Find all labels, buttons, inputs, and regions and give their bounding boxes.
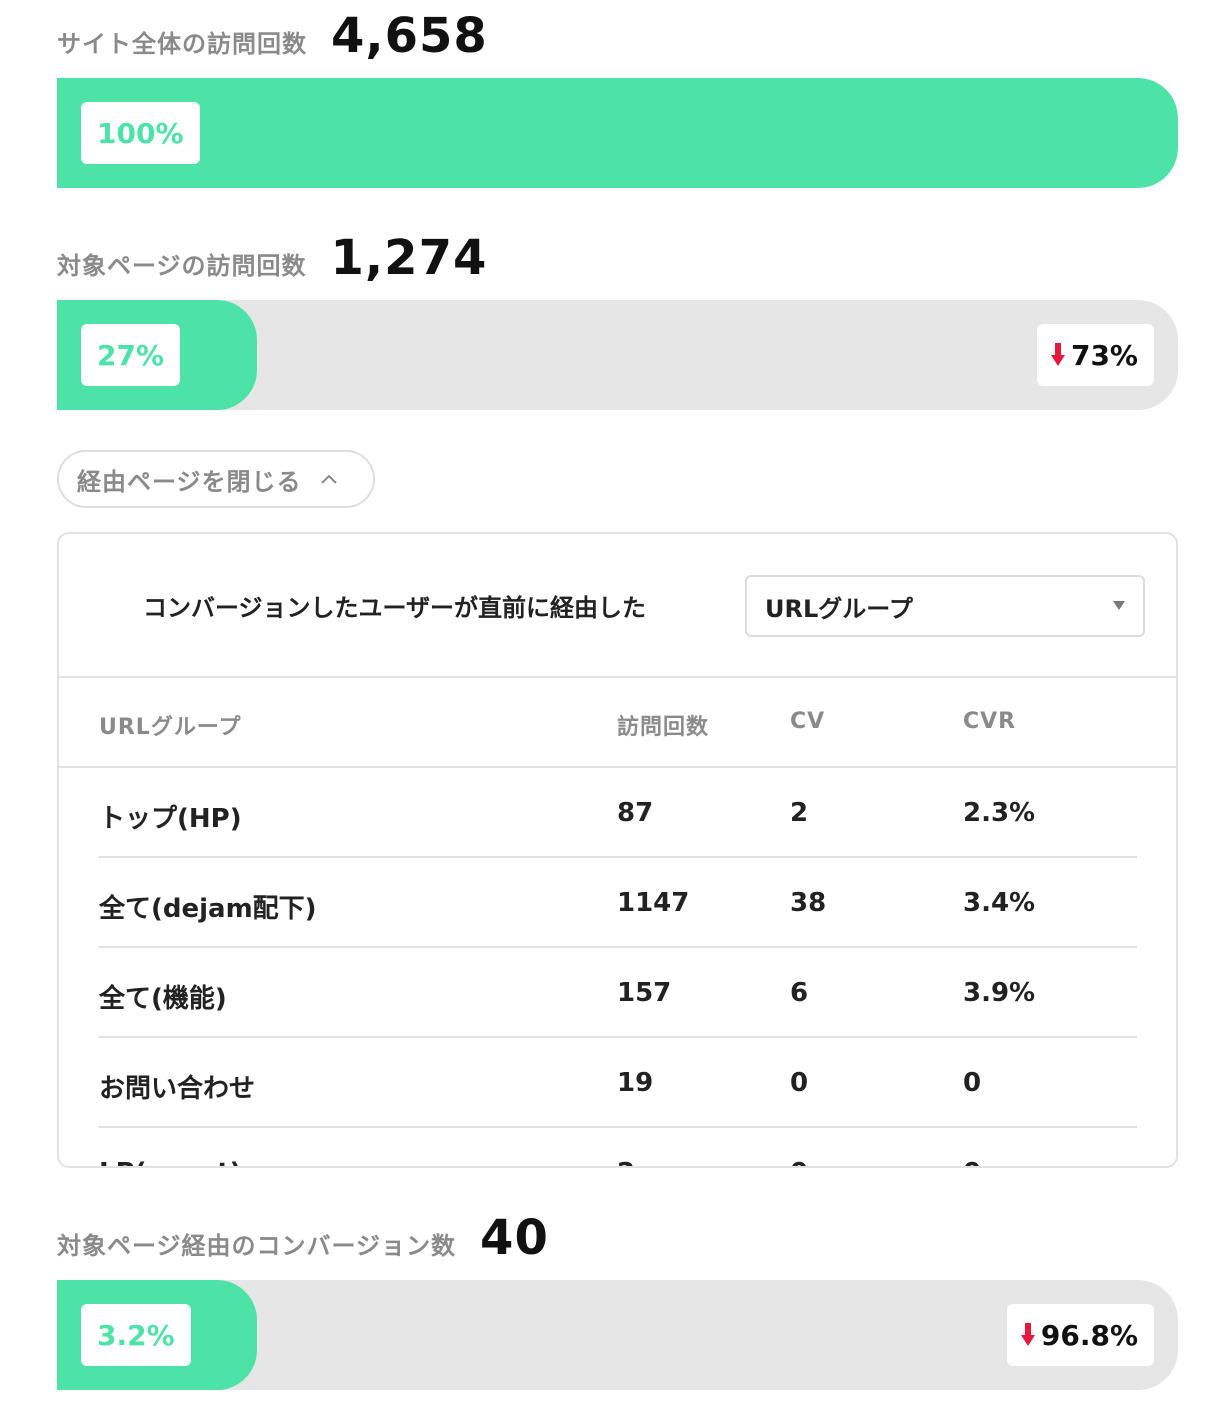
conversions-value: 40 [480,1210,549,1266]
cell-url-group: LP(event) [99,1158,242,1166]
cell-url-group: 全て(dejam配下) [99,894,317,924]
cell-cvr: 3.9% [963,978,1036,1008]
conversions-drop-badge: 96.8% [1006,1304,1154,1366]
conversions-percent-badge: 3.2% [81,1304,191,1366]
conversions-bar: 3.2% 96.8% [57,1280,1178,1390]
cell-cvr: 2.3% [963,798,1036,828]
site-visits-bar-fill [57,78,1178,188]
target-visits-drop-value: 73% [1070,338,1138,372]
cell-cvr: 3.4% [963,888,1036,918]
arrow-down-icon [1050,343,1065,366]
target-visits-value: 1,274 [330,230,488,286]
cell-visits: 2 [617,1158,635,1166]
url-group-select[interactable]: URLグループ [745,575,1145,637]
column-header-visits: 訪問回数 [617,715,710,740]
target-visits-percent-badge: 27% [81,324,181,386]
table-row: 全て(dejam配下) 1147 38 3.4% [99,858,1137,948]
toggle-via-pages-label: 経由ページを閉じる [77,467,302,496]
column-header-cv: CV [790,709,826,734]
toggle-via-pages-button[interactable]: 経由ページを閉じる [57,450,375,508]
column-header-url-group: URLグループ [99,715,242,740]
cell-cvr: 0 [963,1068,982,1098]
arrow-down-icon [1020,1323,1035,1346]
table-header: URLグループ 訪問回数 CV CVR [59,678,1176,768]
url-group-select-value: URLグループ [765,594,913,623]
cell-cvr: 0 [963,1158,981,1166]
table-row: LP(event) 2 0 0 [99,1128,1137,1166]
table-row: お問い合わせ 19 0 0 [99,1038,1137,1128]
cell-visits: 87 [617,798,654,828]
cell-cv: 38 [790,888,827,918]
cell-visits: 1147 [617,888,690,918]
site-visits-percent-badge: 100% [81,102,200,164]
cell-url-group: トップ(HP) [99,804,242,834]
cell-url-group: 全て(機能) [99,984,227,1014]
panel-selector-row: コンバージョンしたユーザーが直前に経由した URLグループ [59,534,1176,678]
via-pages-panel: コンバージョンしたユーザーが直前に経由した URLグループ URLグループ 訪問… [57,532,1178,1168]
site-visits-value: 4,658 [331,8,488,64]
site-visits-header: サイト全体の訪問回数 4,658 [57,8,488,64]
cell-visits: 19 [617,1068,654,1098]
chevron-up-icon [320,474,337,484]
selector-label: コンバージョンしたユーザーが直前に経由した [143,594,647,622]
conversions-drop-value: 96.8% [1040,1318,1138,1352]
cell-cv: 6 [790,978,809,1008]
site-visits-bar: 100% [57,78,1178,188]
cell-cv: 0 [790,1158,808,1166]
conversions-label: 対象ページ経由のコンバージョン数 [57,1232,457,1260]
conversions-header: 対象ページ経由のコンバージョン数 40 [57,1210,549,1266]
table-row: 全て(機能) 157 6 3.9% [99,948,1137,1038]
cell-url-group: お問い合わせ [99,1074,256,1104]
target-visits-header: 対象ページの訪問回数 1,274 [57,230,487,286]
table-row: トップ(HP) 87 2 2.3% [99,768,1137,858]
cell-cv: 0 [790,1068,809,1098]
target-visits-bar: 27% 73% [57,300,1178,410]
target-visits-drop-badge: 73% [1036,324,1154,386]
site-visits-label: サイト全体の訪問回数 [57,30,307,58]
cell-cv: 2 [790,798,809,828]
caret-down-icon [1113,601,1125,610]
cell-visits: 157 [617,978,672,1008]
target-visits-label: 対象ページの訪問回数 [57,252,307,280]
column-header-cvr: CVR [963,709,1017,734]
